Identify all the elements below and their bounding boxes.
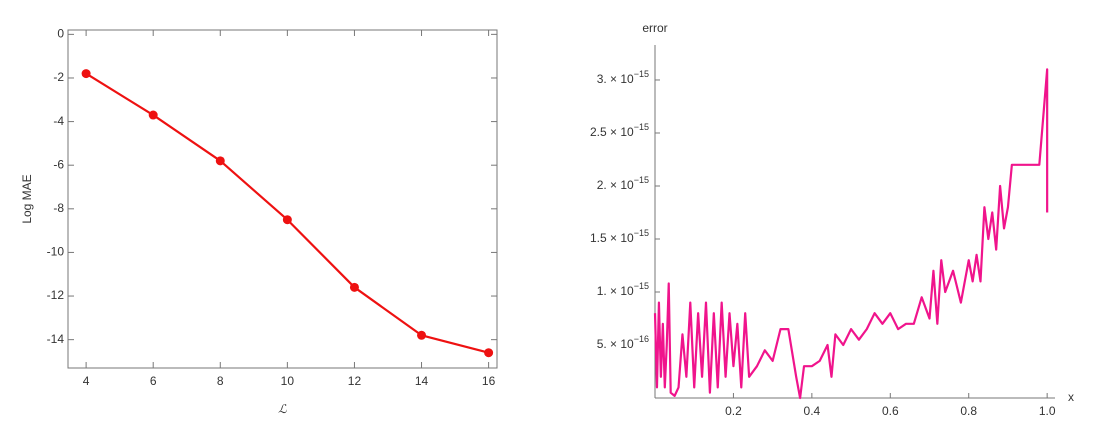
tick-label: 0.8 bbox=[960, 404, 977, 418]
data-point bbox=[417, 330, 427, 340]
data-line bbox=[85, 72, 489, 354]
tick-label: 16 bbox=[482, 374, 496, 388]
data-point bbox=[215, 156, 225, 166]
tick-label: -6 bbox=[53, 157, 64, 171]
tick-label: 10 bbox=[281, 374, 295, 388]
data-point bbox=[484, 348, 494, 358]
x-axis-label: ℒ bbox=[278, 402, 287, 416]
y-tick-label: 3. × 10−15 bbox=[597, 69, 649, 86]
tick-label: 12 bbox=[348, 374, 362, 388]
tick-label: -10 bbox=[47, 245, 65, 259]
tick-label: 4 bbox=[83, 374, 90, 388]
y-tick-label: 1.5 × 10−15 bbox=[590, 228, 649, 245]
tick-label: 6 bbox=[150, 374, 157, 388]
data-point bbox=[282, 215, 292, 225]
y-tick-label: 5. × 10−16 bbox=[597, 334, 649, 351]
data-point bbox=[81, 69, 91, 79]
data-line bbox=[653, 68, 1049, 400]
tick-label: 0 bbox=[57, 27, 64, 41]
tick-label: 0.2 bbox=[725, 404, 742, 418]
plot-frame bbox=[67, 29, 498, 369]
y-tick-label: 2.5 × 10−15 bbox=[590, 122, 649, 139]
tick-label: -14 bbox=[47, 332, 65, 346]
tick-label: 0.6 bbox=[882, 404, 899, 418]
tick-label: 1.0 bbox=[1039, 404, 1056, 418]
tick-label: -12 bbox=[47, 288, 65, 302]
y-tick-label: 2. × 10−15 bbox=[597, 175, 649, 192]
y-axis-label: error bbox=[642, 21, 667, 35]
data-point bbox=[148, 110, 158, 120]
tick-label: -2 bbox=[53, 70, 64, 84]
tick-label: 8 bbox=[217, 374, 224, 388]
tick-label: 14 bbox=[415, 374, 429, 388]
tick-label: -4 bbox=[53, 114, 64, 128]
tick-label: -8 bbox=[53, 201, 64, 215]
data-point bbox=[349, 282, 359, 292]
x-axis-label: x bbox=[1068, 390, 1074, 404]
y-tick-label: 1. × 10−15 bbox=[597, 281, 649, 298]
tick-label: 0.4 bbox=[804, 404, 821, 418]
y-axis-label: Log MAE bbox=[20, 174, 34, 223]
